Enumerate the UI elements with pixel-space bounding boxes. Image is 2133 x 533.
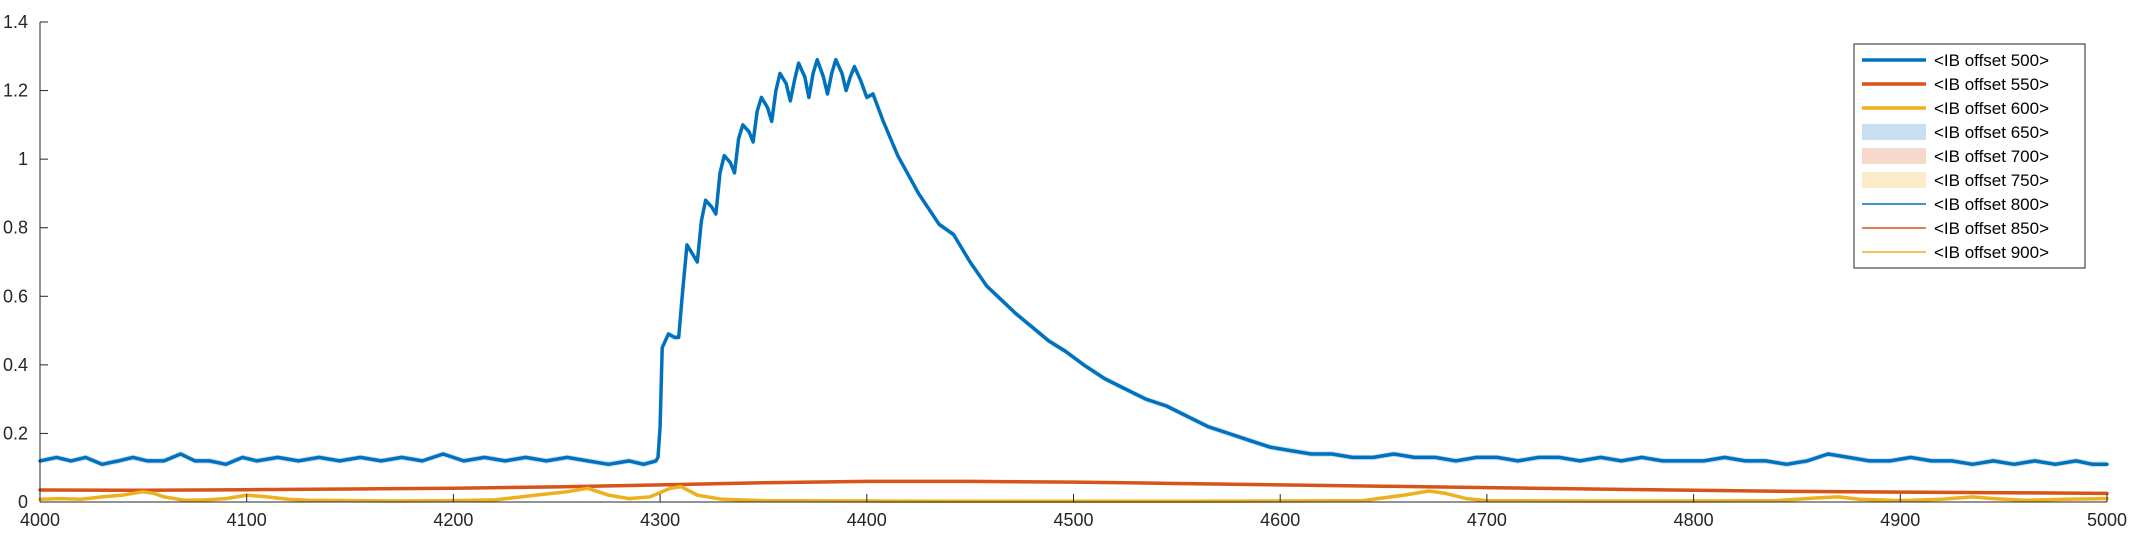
legend-swatch <box>1862 124 1926 140</box>
x-tick-label: 4600 <box>1260 510 1300 530</box>
legend-swatch <box>1862 172 1926 188</box>
y-tick-label: 1 <box>18 149 28 169</box>
y-tick-label: 0.8 <box>3 218 28 238</box>
series-1-line <box>38 479 2109 496</box>
x-tick-label: 4000 <box>20 510 60 530</box>
series-lines <box>38 57 2109 504</box>
x-tick-label: 4200 <box>433 510 473 530</box>
y-tick-label: 0 <box>18 492 28 512</box>
x-tick-label: 4400 <box>847 510 887 530</box>
y-tick-label: 0.6 <box>3 286 28 306</box>
legend-swatch <box>1862 148 1926 164</box>
series-0-band <box>40 57 2107 467</box>
series-0-line <box>38 57 2109 467</box>
legend-label: <IB offset 800> <box>1934 195 2049 214</box>
axis-ticks: 4000 4100 4200 4300 4400 4500 4600 4700 4800 4900… <box>3 12 2127 530</box>
legend-label: <IB offset 600> <box>1934 99 2049 118</box>
axes <box>39 22 2107 503</box>
legend-label: <IB offset 750> <box>1934 171 2049 190</box>
x-tick-label: 4700 <box>1467 510 1507 530</box>
legend-label: <IB offset 850> <box>1934 219 2049 238</box>
x-tick-label: 4500 <box>1053 510 1093 530</box>
legend: <IB offset 500> <IB offset 550> <IB offset… <box>1853 43 2086 269</box>
x-tick-label: 4100 <box>227 510 267 530</box>
confidence-bands <box>40 57 2107 502</box>
legend-label: <IB offset 650> <box>1934 123 2049 142</box>
legend-label: <IB offset 700> <box>1934 147 2049 166</box>
legend-label: <IB offset 500> <box>1934 51 2049 70</box>
y-tick-label: 1.2 <box>3 81 28 101</box>
x-tick-label: 4900 <box>1880 510 1920 530</box>
y-tick-label: 0.2 <box>3 423 28 443</box>
series-2-line <box>38 484 2109 504</box>
y-tick-label: 0.4 <box>3 355 28 375</box>
x-tick-label: 4800 <box>1674 510 1714 530</box>
y-tick-label: 1.4 <box>3 12 28 32</box>
legend-label: <IB offset 550> <box>1934 75 2049 94</box>
x-tick-label: 4300 <box>640 510 680 530</box>
legend-label: <IB offset 900> <box>1934 243 2049 262</box>
x-tick-label: 5000 <box>2087 510 2127 530</box>
